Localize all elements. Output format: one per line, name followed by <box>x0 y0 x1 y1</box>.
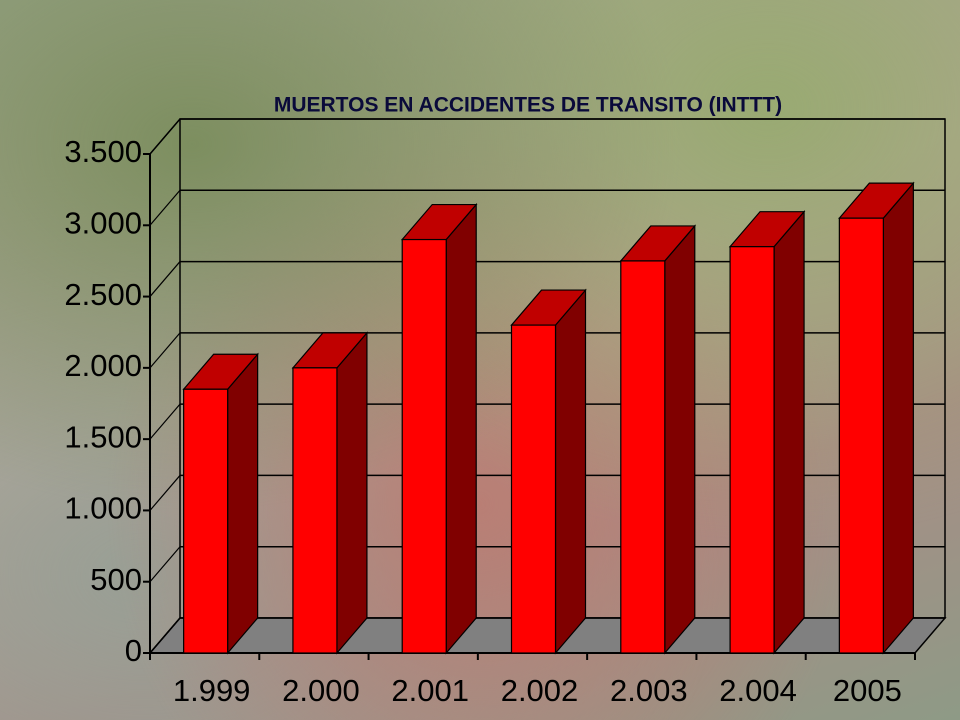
bar-side <box>773 210 805 655</box>
bar <box>292 367 338 654</box>
grid-line <box>149 332 181 369</box>
bar-side <box>336 331 368 655</box>
x-tick-label: 2.002 <box>501 673 579 708</box>
bar <box>838 217 884 654</box>
y-tick-label: 2.000 <box>64 348 142 383</box>
y-tick-label: 3.500 <box>64 134 142 169</box>
bar-side <box>882 181 914 655</box>
x-tick-label: 2.004 <box>719 673 797 708</box>
grid-line <box>149 189 181 226</box>
x-tick-label: 1.999 <box>173 673 251 708</box>
bar <box>401 238 447 654</box>
bar-side <box>445 202 477 655</box>
bar <box>183 388 229 654</box>
bar-side <box>554 288 587 655</box>
y-tick-label: 2.500 <box>64 277 142 312</box>
y-tick-label: 500 <box>90 562 142 597</box>
grid-line <box>149 475 181 511</box>
x-tick-label: 2005 <box>833 673 902 708</box>
x-tick-label: 2.001 <box>391 673 469 708</box>
grid-line <box>149 546 181 583</box>
chart-title: MUERTOS EN ACCIDENTES DE TRANSITO (INTTT… <box>274 94 782 117</box>
x-tick-label: 2.000 <box>282 673 360 708</box>
grid-line <box>149 261 181 297</box>
y-tick-label: 1.500 <box>64 419 142 454</box>
grid-line <box>149 403 181 440</box>
grid-line <box>149 617 181 654</box>
y-tick-label: 1.000 <box>64 491 142 526</box>
grid-line <box>149 118 181 155</box>
bar <box>620 260 666 654</box>
bar <box>510 324 557 654</box>
bar-side <box>227 352 259 655</box>
bar-side <box>664 224 696 655</box>
x-tick-label: 2.003 <box>610 673 688 708</box>
y-tick-label: 3.000 <box>64 205 142 240</box>
bar <box>729 246 775 654</box>
y-tick-label: 0 <box>125 633 142 668</box>
